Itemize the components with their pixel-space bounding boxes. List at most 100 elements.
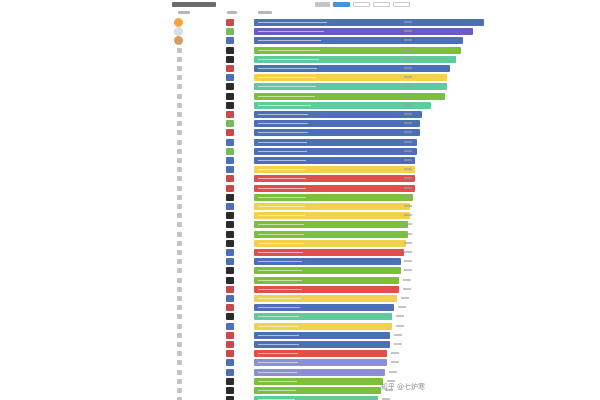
chart-bar[interactable] <box>254 184 415 192</box>
bar-label-placeholder <box>258 252 303 253</box>
page-title <box>172 2 216 7</box>
rank-marker <box>177 342 182 347</box>
chart-row <box>170 248 414 257</box>
chart-bar[interactable] <box>254 37 463 45</box>
sort-option-active[interactable] <box>333 2 350 7</box>
rank-marker <box>177 130 182 136</box>
chart-bar[interactable] <box>254 285 399 293</box>
brand-logo-icon <box>226 101 234 109</box>
chart-row <box>170 92 445 101</box>
score-marker <box>391 352 399 355</box>
chart-bar[interactable] <box>254 101 431 109</box>
bar-label-placeholder <box>258 242 304 244</box>
rank-marker <box>177 314 182 320</box>
score-marker <box>389 370 397 373</box>
rank-marker <box>177 259 182 265</box>
chart-bar[interactable] <box>254 147 417 155</box>
chart-bar[interactable] <box>254 341 390 348</box>
chart-row <box>170 266 414 275</box>
chart-bar[interactable] <box>254 387 381 394</box>
chart-bar[interactable] <box>254 377 383 385</box>
rank-marker <box>177 66 182 71</box>
chart-bar[interactable] <box>254 19 484 26</box>
chart-bar[interactable] <box>254 304 394 312</box>
brand-logo-icon <box>226 267 234 275</box>
bar-label-placeholder <box>258 49 321 51</box>
brand-logo-icon <box>226 322 234 330</box>
rank-marker <box>177 75 182 81</box>
chart-row <box>170 36 463 46</box>
chart-bar[interactable] <box>254 92 445 100</box>
brand-logo-icon <box>226 221 234 229</box>
score-marker <box>404 67 412 69</box>
chart-bar[interactable] <box>254 322 392 330</box>
chart-bar[interactable] <box>254 157 415 164</box>
chart-bar[interactable] <box>254 230 408 238</box>
rank-marker <box>177 204 182 209</box>
chart-bar[interactable] <box>254 193 413 201</box>
chart-row <box>170 312 414 321</box>
bar-label-placeholder <box>258 141 307 143</box>
rank-marker <box>177 332 182 338</box>
chart-bar[interactable] <box>254 239 406 247</box>
brand-logo-icon <box>226 65 234 72</box>
rank-marker <box>177 286 182 292</box>
bar-label-placeholder <box>258 334 299 336</box>
brand-logo-icon <box>226 212 234 220</box>
bar-label-placeholder <box>258 187 307 189</box>
rank-marker <box>177 268 182 274</box>
chart-row <box>170 202 414 211</box>
chart-bar[interactable] <box>254 203 410 210</box>
bar-label-placeholder <box>258 307 300 309</box>
chart-bar[interactable] <box>254 359 387 367</box>
chart-bar[interactable] <box>254 396 378 400</box>
chart-row <box>170 64 450 73</box>
chart-row <box>170 368 414 377</box>
bar-label-placeholder <box>258 169 307 171</box>
chart-bar[interactable] <box>254 368 385 376</box>
chart-bar[interactable] <box>254 166 415 174</box>
chart-row <box>170 395 414 400</box>
bar-label-placeholder <box>258 132 308 134</box>
chart-bar[interactable] <box>254 120 420 128</box>
bar-label-placeholder <box>258 40 321 42</box>
bar-label-placeholder <box>258 316 300 318</box>
rank-marker <box>177 194 182 200</box>
chart-bar[interactable] <box>254 129 420 137</box>
chart-bar[interactable] <box>254 313 392 321</box>
chart-row <box>170 165 415 174</box>
chart-bar[interactable] <box>254 258 401 266</box>
rank-marker <box>177 213 182 219</box>
chart-bar[interactable] <box>254 212 410 220</box>
chart-bar[interactable] <box>254 28 473 36</box>
bar-label-placeholder <box>258 114 309 115</box>
brand-logo-icon <box>226 387 234 394</box>
chart-bar[interactable] <box>254 55 456 63</box>
chart-bar[interactable] <box>254 249 404 256</box>
bar-label-placeholder <box>258 362 298 364</box>
chart-bar[interactable] <box>254 138 417 146</box>
bar-label-placeholder <box>258 123 308 125</box>
chart-bar[interactable] <box>254 331 390 339</box>
chart-row <box>170 55 456 64</box>
chart-bar[interactable] <box>254 175 415 183</box>
chart-bar[interactable] <box>254 276 399 284</box>
chart-bar[interactable] <box>254 83 447 91</box>
sort-option-4[interactable] <box>393 2 410 7</box>
score-marker <box>404 260 412 263</box>
chart-bar[interactable] <box>254 111 422 118</box>
sort-option-3[interactable] <box>373 2 390 7</box>
chart-bar[interactable] <box>254 74 447 82</box>
chart-bar[interactable] <box>254 350 387 358</box>
chart-row <box>170 82 447 91</box>
chart-bar[interactable] <box>254 221 408 229</box>
score-marker <box>404 159 412 161</box>
sort-option-2[interactable] <box>353 2 370 7</box>
score-marker <box>404 113 412 115</box>
chart-bar[interactable] <box>254 65 450 72</box>
chart-bar[interactable] <box>254 295 397 302</box>
chart-row <box>170 119 420 128</box>
chart-bar[interactable] <box>254 46 461 54</box>
chart-bar[interactable] <box>254 267 401 275</box>
bar-label-placeholder <box>258 31 324 33</box>
